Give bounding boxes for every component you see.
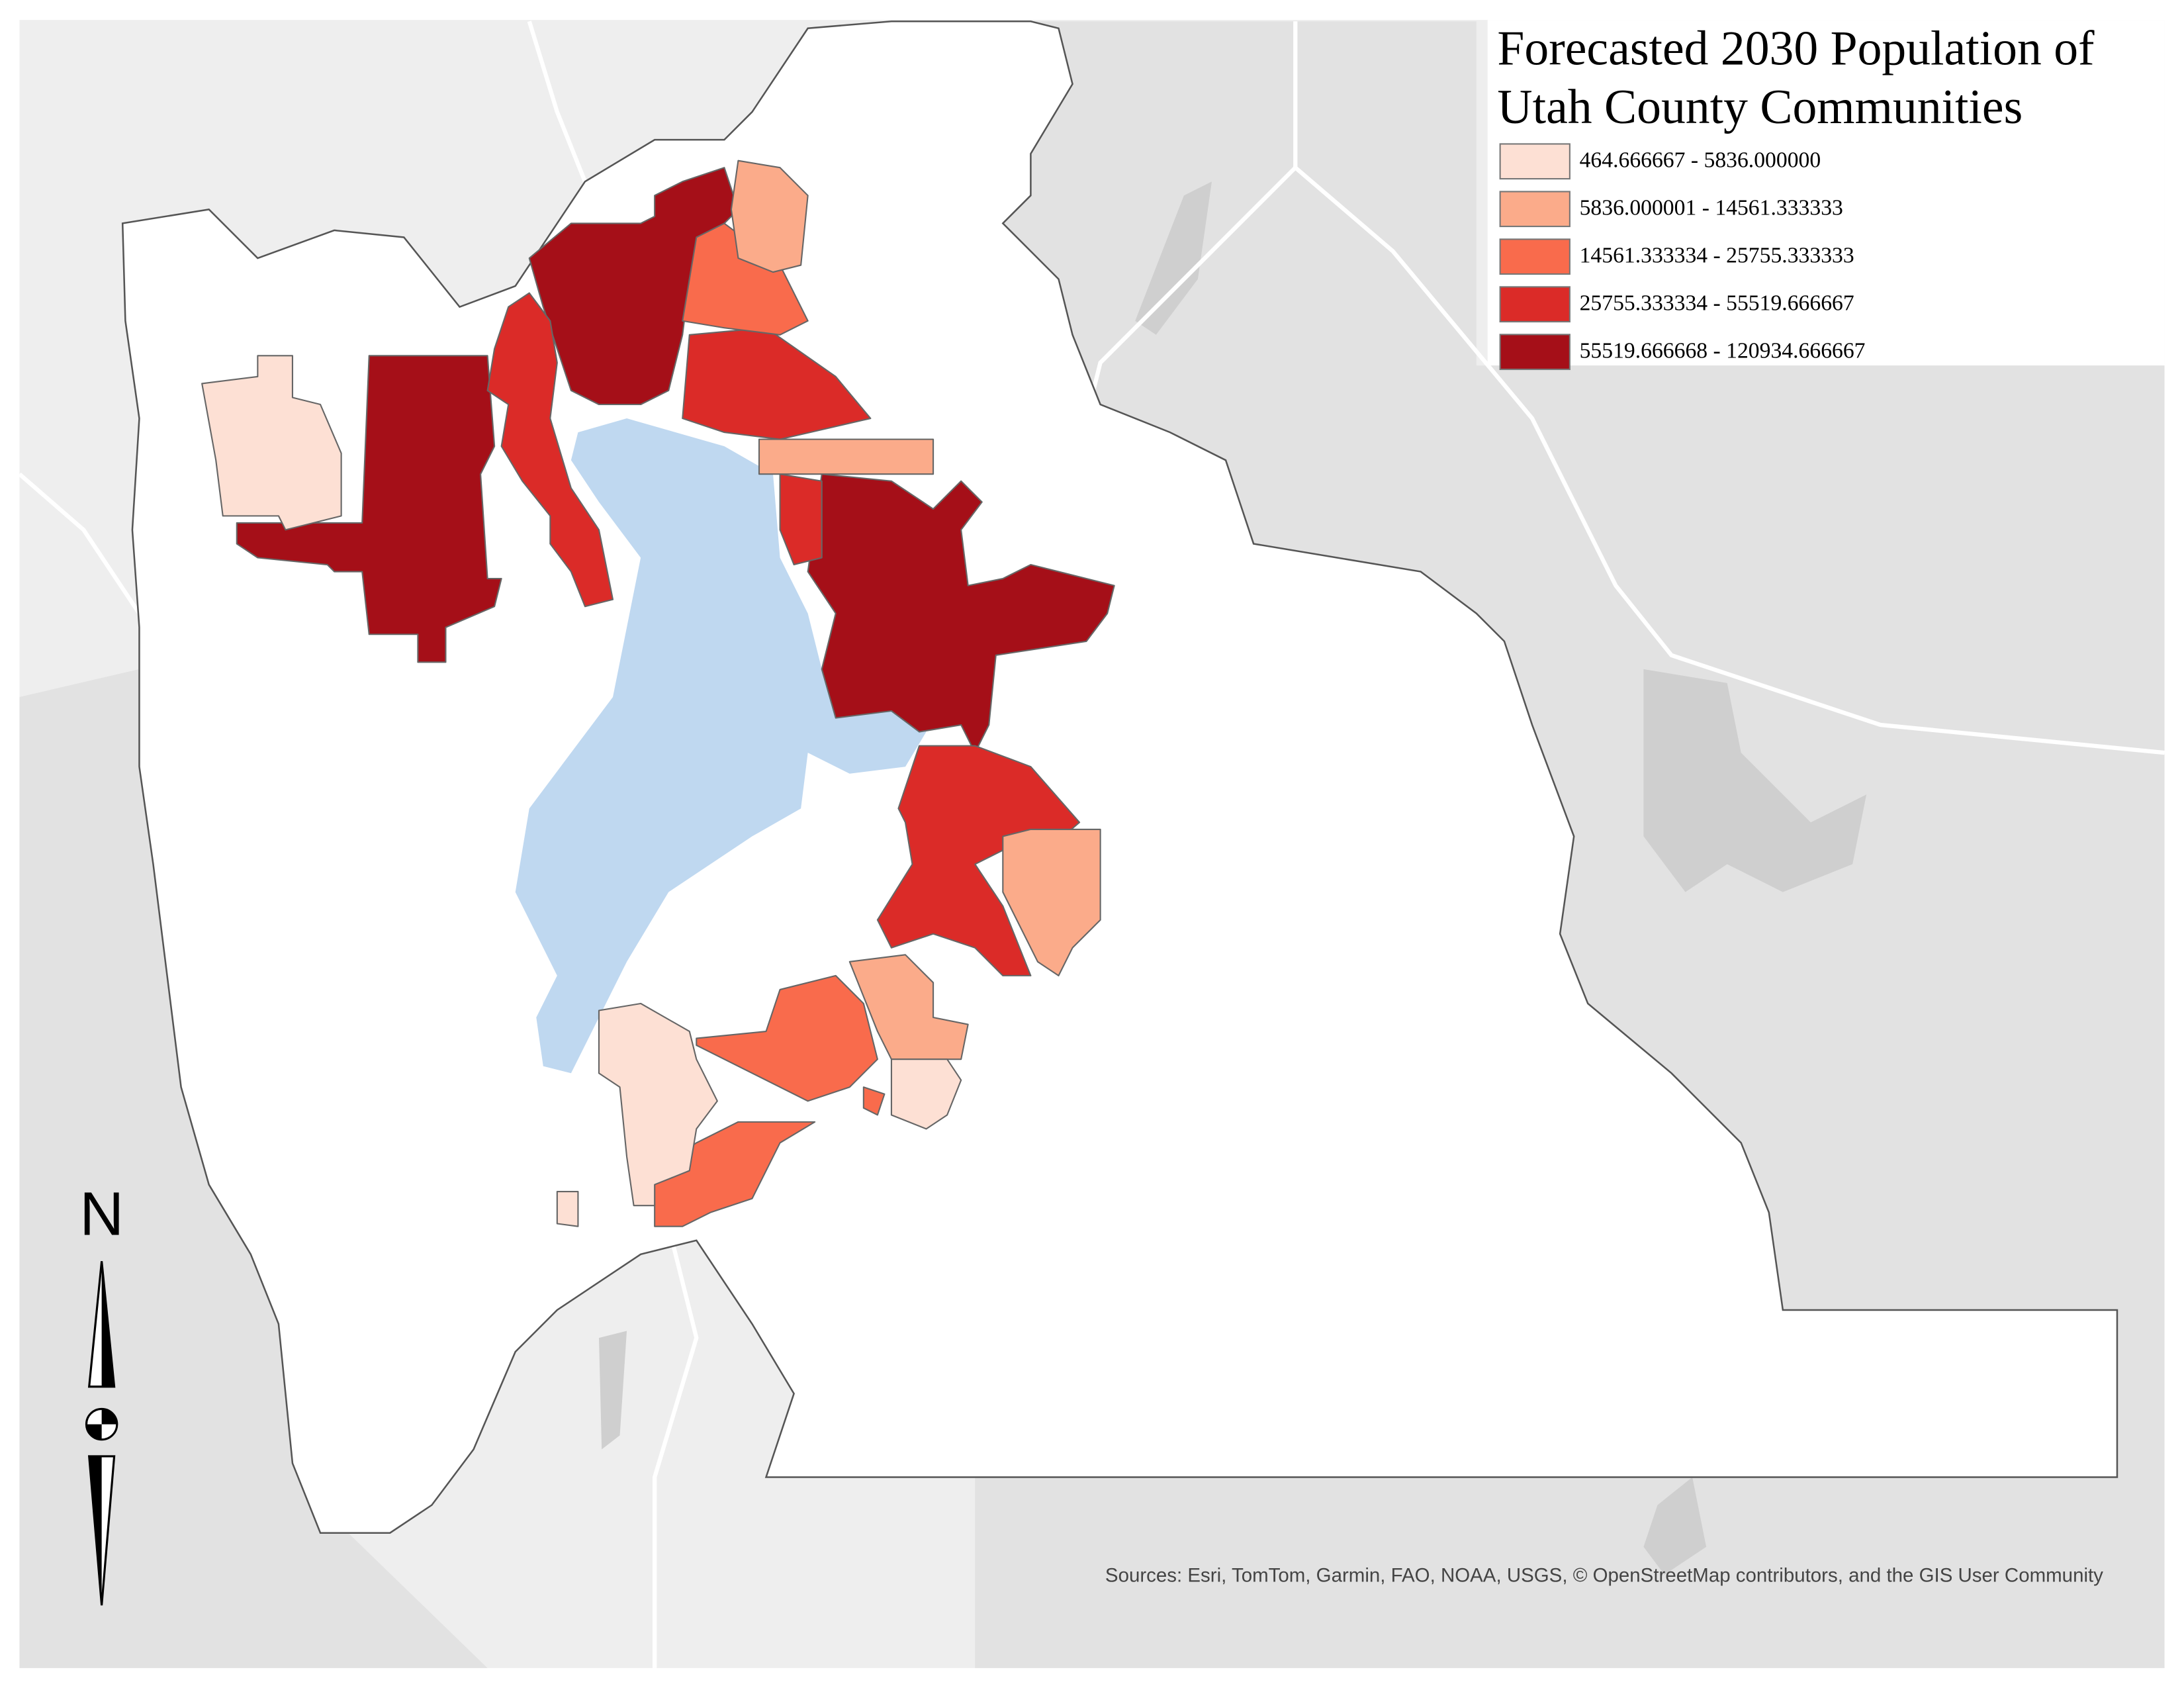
community (779, 473, 823, 566)
community (730, 160, 809, 273)
map-title: Utah County Communities (1497, 79, 2023, 134)
community (876, 745, 1081, 976)
community (890, 1058, 962, 1130)
legend-swatch (1499, 286, 1570, 323)
communities (201, 160, 1115, 1227)
legend-swatch (1499, 238, 1570, 275)
community (758, 438, 934, 475)
legend-panel (1487, 20, 2165, 366)
community (598, 1002, 718, 1207)
legend-label: 25755.333334 - 55519.666667 (1580, 291, 1854, 315)
legend-label: 14561.333334 - 25755.333333 (1580, 243, 1854, 267)
attribution: Sources: Esri, TomTom, Garmin, FAO, NOAA… (1105, 1564, 2103, 1586)
legend-label: 464.666667 - 5836.000000 (1580, 148, 1821, 173)
legend-swatch (1499, 143, 1570, 180)
community (1002, 828, 1101, 976)
north-label: N (79, 1179, 124, 1248)
community (862, 1086, 886, 1116)
legend-swatch (1499, 191, 1570, 228)
legend-swatch (1499, 334, 1570, 371)
attribution-box: Sources: Esri, TomTom, Garmin, FAO, NOAA… (1105, 1564, 2103, 1586)
legend-label: 55519.666668 - 120934.666667 (1580, 338, 1866, 363)
community (807, 473, 1115, 754)
community (556, 1191, 579, 1227)
lake (515, 418, 927, 1074)
community (236, 355, 502, 663)
north-arrow: N (79, 1179, 124, 1606)
community (654, 1121, 816, 1227)
roads (18, 21, 2165, 1668)
community (682, 327, 872, 440)
map-title: Forecasted 2030 Population of (1497, 21, 2095, 75)
legend: 464.666667 - 5836.000000 5836.000001 - 14… (1499, 143, 1866, 371)
community (848, 954, 969, 1060)
community (696, 974, 878, 1102)
community (201, 355, 342, 531)
community (486, 292, 614, 608)
arrow-center-fill (86, 1409, 117, 1440)
legend-label: 5836.000001 - 14561.333333 (1580, 196, 1843, 220)
arrow-tail-shade (89, 1456, 102, 1606)
